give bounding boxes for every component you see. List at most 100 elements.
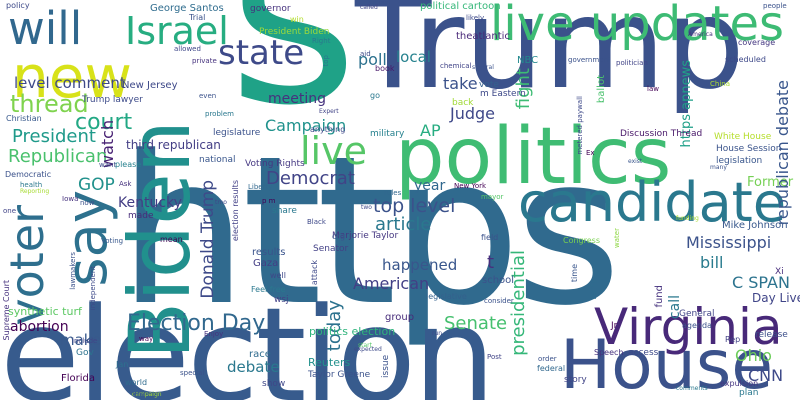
word-rules: rules — [384, 189, 402, 197]
word-anything: anything — [310, 125, 346, 134]
word-george-santos: George Santos — [150, 3, 224, 14]
word-israel: Israel — [125, 9, 229, 53]
word-called: called — [360, 4, 378, 11]
word-china: China — [710, 80, 730, 88]
word-democrat: Democrat — [266, 168, 355, 189]
word-feel-free: Feel free — [251, 285, 286, 294]
word-top: top — [322, 55, 330, 67]
word-back: back — [452, 98, 474, 108]
word-rep: Rep — [725, 335, 741, 344]
word-jr: Jr — [611, 321, 618, 331]
word-level-comment: level comment — [14, 74, 126, 92]
word-local: local — [396, 48, 431, 66]
word-year: year — [414, 178, 446, 194]
word-many: many — [710, 164, 727, 171]
word-gop: GOP — [78, 175, 115, 195]
word-s: s — [228, 0, 359, 160]
word-live-updates: live updates — [490, 0, 784, 52]
word-group: group — [385, 312, 415, 323]
word-share: share — [272, 206, 297, 216]
word-synthetic-turf: synthetic turf — [8, 305, 82, 318]
word-order: order — [538, 355, 557, 363]
word-gov: Gov — [76, 348, 94, 358]
word-legislation: legislation — [716, 156, 763, 166]
word-even: even — [199, 92, 217, 100]
word-general: General — [679, 309, 715, 319]
word-issue: issue — [381, 354, 391, 378]
word-nbc: NBC — [517, 55, 539, 66]
word-one: one — [3, 207, 17, 215]
word-debate: debate — [227, 358, 280, 376]
word-expected: expected — [354, 346, 382, 353]
word-several: several — [472, 64, 494, 71]
word-health: health — [20, 181, 43, 189]
word-ex: Ex — [586, 149, 595, 157]
word-trump: Trump — [355, 0, 745, 117]
word-exist: exist — [628, 158, 643, 165]
word-xi: Xi — [775, 267, 784, 277]
word-attack: attack — [310, 260, 319, 286]
word-allowed: allowed — [174, 45, 201, 53]
word-article: article — [375, 214, 432, 235]
word-politics: politics — [395, 112, 672, 202]
word-legislative: legislative — [426, 292, 467, 301]
word-mississippi: Mississippi — [686, 233, 772, 252]
word-house: House — [560, 326, 774, 400]
word-t: t — [487, 252, 495, 273]
word-new-york: New York — [454, 182, 487, 190]
word-cnn: CNN — [748, 366, 784, 385]
word-enjoy: Enjoy — [204, 330, 224, 338]
word-third-republican: third republican — [126, 138, 221, 152]
word-org: org — [332, 232, 346, 241]
word-aid: aid — [360, 50, 371, 58]
word-will: will — [8, 2, 83, 55]
word-trump-lawyer: Trump lawyer — [82, 95, 143, 105]
word-school: school — [482, 275, 515, 286]
word-gaza: Gaza — [253, 258, 279, 269]
word-reporting: Reporting — [20, 188, 50, 195]
word-p-m: p m — [262, 197, 276, 205]
word-take: take — [443, 74, 478, 93]
word-expert: Expert — [319, 108, 339, 115]
word-book: book — [375, 64, 395, 73]
word-support: support — [368, 0, 392, 6]
word-right: Right — [312, 37, 331, 45]
word-win: win — [290, 15, 304, 24]
word-ohio: Ohio — [735, 346, 772, 365]
word-show: show — [262, 379, 286, 389]
word-speech: Speech — [594, 348, 624, 357]
word-american: American — [353, 274, 430, 293]
word-state: state — [218, 33, 305, 73]
word-abortion: abortion — [10, 319, 69, 335]
word-thread: thread — [10, 90, 89, 118]
word-politics-election: politics election — [309, 325, 396, 338]
word-scheduled: scheduled — [725, 55, 766, 64]
word-jan: Jan — [116, 360, 129, 369]
word-release: release — [755, 330, 788, 340]
word-senate: Senate — [444, 313, 508, 334]
word-legislature: legislature — [213, 128, 261, 138]
word-congress: Congress — [563, 236, 600, 245]
word-voting: Voting — [101, 237, 124, 245]
word-democratic: Democratic — [5, 170, 52, 179]
word-meeting: meeting — [268, 91, 327, 107]
word-virginia: Virginia — [594, 298, 783, 356]
word-political-cartoon: political cartoon — [420, 1, 501, 12]
word-government: government — [568, 56, 611, 64]
word-include: include — [72, 337, 98, 345]
word-plan: plan — [739, 388, 759, 398]
word-vote: vote — [479, 80, 499, 90]
word-two: two — [361, 204, 372, 211]
word-water: water — [613, 228, 621, 248]
word-bans: Bans — [133, 392, 146, 398]
word-theatlantic: theatlantic — [456, 31, 510, 42]
word-mike-johnson: Mike Johnson — [722, 220, 788, 231]
word-president-biden: President Biden — [259, 27, 330, 37]
word-candidate: candidate — [518, 171, 787, 234]
word-lawmakers: lawmakers — [69, 252, 77, 290]
word-chemical: chemical — [440, 62, 472, 70]
word-race: race — [249, 349, 271, 360]
word-new: new — [12, 43, 132, 111]
word-field: field — [481, 233, 499, 242]
word-election-results: election results — [231, 180, 240, 242]
